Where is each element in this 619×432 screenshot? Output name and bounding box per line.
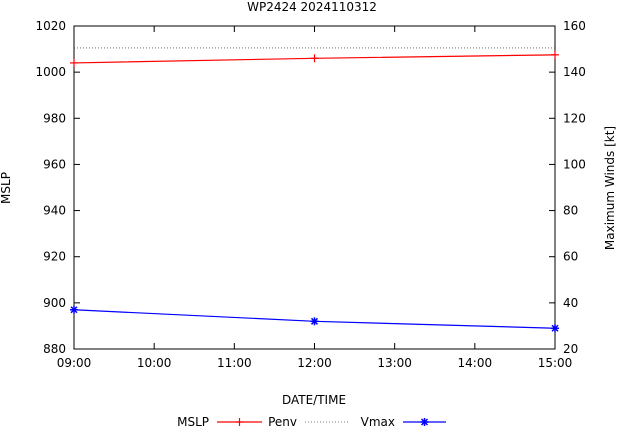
data-point-plus (551, 50, 559, 59)
x-axis-title: DATE/TIME (282, 393, 346, 407)
x-tick-label: 15:00 (538, 356, 573, 370)
chart-title: WP2424 2024110312 (247, 0, 377, 14)
left-tick-label: 940 (43, 204, 66, 218)
plot-area-frame (73, 25, 556, 350)
axis-ticks (73, 25, 556, 350)
left-tick-label: 960 (43, 157, 66, 171)
right-tick-label: 20 (563, 342, 578, 356)
series-layer (70, 47, 559, 333)
legend-label: Vmax (361, 415, 395, 429)
left-tick-label: 1000 (35, 65, 66, 79)
data-point-star (551, 324, 559, 333)
right-tick-label: 80 (563, 204, 578, 218)
left-tick-label: 980 (43, 111, 66, 125)
x-tick-label: 12:00 (297, 356, 332, 370)
x-axis-tick-labels: 09:00 10:00 11:00 12:00 13:00 14:00 15:00 (57, 356, 573, 370)
right-tick-label: 60 (563, 250, 578, 264)
right-tick-label: 140 (563, 65, 586, 79)
data-point-star (310, 317, 319, 326)
right-tick-label: 40 (563, 296, 578, 310)
data-point-star (70, 305, 78, 314)
legend-label: Penv (268, 415, 297, 429)
left-tick-label: 920 (43, 250, 66, 264)
right-tick-label: 160 (563, 19, 586, 33)
x-tick-label: 14:00 (458, 356, 493, 370)
y-axis-title: MSLP (0, 172, 13, 204)
data-point-plus (70, 58, 78, 67)
left-axis-tick-labels: 880 900 920 940 960 980 1000 1020 (35, 19, 66, 356)
right-tick-label: 120 (563, 111, 586, 125)
right-tick-label: 100 (563, 157, 586, 171)
y2-axis-title: Maximum Winds [kt] (603, 126, 617, 250)
x-tick-label: 13:00 (377, 356, 412, 370)
right-axis-tick-labels: 20 40 60 80 100 120 140 160 (563, 19, 586, 356)
x-tick-label: 11:00 (217, 356, 252, 370)
left-tick-label: 880 (43, 342, 66, 356)
left-tick-label: 900 (43, 296, 66, 310)
left-tick-label: 1020 (35, 19, 66, 33)
x-tick-label: 10:00 (137, 356, 172, 370)
data-point-plus (235, 418, 244, 426)
legend-label: MSLP (177, 415, 209, 429)
data-point-plus (310, 54, 319, 63)
data-point-star (420, 418, 429, 426)
x-tick-label: 09:00 (57, 356, 92, 370)
legend: MSLP Penv Vmax (177, 415, 446, 429)
